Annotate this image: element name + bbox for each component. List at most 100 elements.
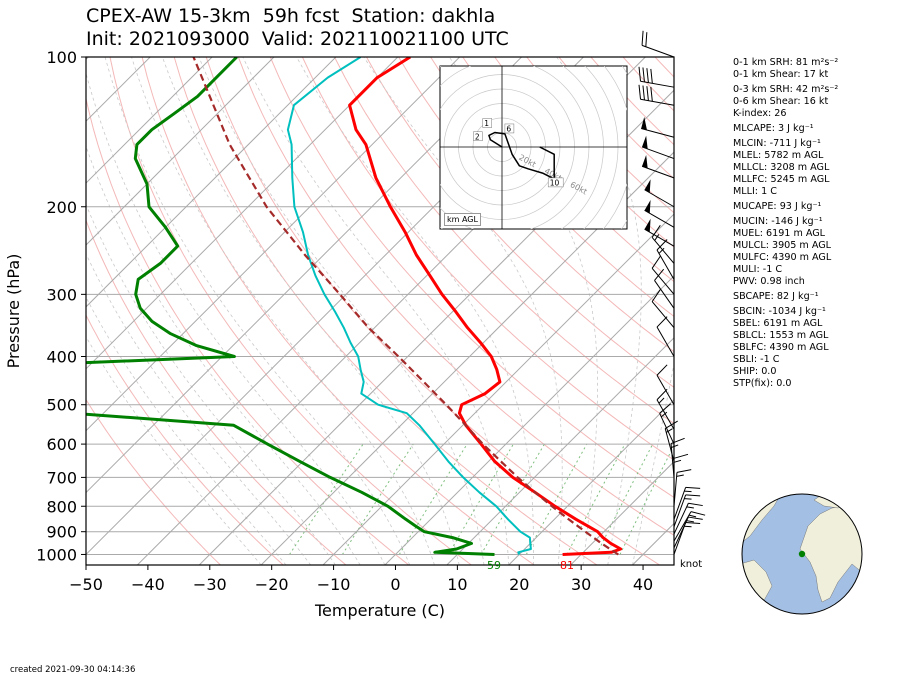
wind-barb [644,218,675,247]
isotherm [86,57,275,246]
moist-adiabat [86,252,312,565]
y-tick-label: 400 [46,348,77,367]
dry-adiabat [269,57,674,499]
wind-barb [654,268,675,309]
wind-barb [638,84,675,106]
globe-locator [741,493,863,615]
x-axis-label: Temperature (C) [314,601,445,620]
sounding-index: SBCAPE: 82 J kg⁻¹ [733,291,819,302]
dry-adiabat [462,57,674,283]
moist-adiabat [86,203,336,565]
surface-temperature-label: 81 [560,559,574,572]
wind-barb [638,66,675,88]
station-marker [798,550,806,558]
wind-barb [656,388,675,430]
wind-barb [641,154,675,179]
sounding-index: SBEL: 6191 m AGL [733,318,823,329]
isotherm [260,151,674,565]
hodograph-height-label: 2 [475,132,480,141]
parcel-profile [192,57,619,556]
wind-barb [644,179,675,208]
africa-land [799,501,862,603]
y-tick-label: 500 [46,396,77,415]
sounding-indices-panel: 0-1 km SRH: 81 m²s⁻² 0-1 km Shear: 17 kt 0… [733,57,838,390]
hodograph-height-label: 10 [550,178,560,187]
sounding-index: MLCIN: -711 J kg⁻¹ [733,138,821,149]
hodograph-trace [488,131,555,180]
isotherm [86,57,399,370]
dry-adiabat [237,57,674,536]
sounding-index: SBCIN: -1034 J kg⁻¹ [733,306,826,317]
sounding-index: MLEL: 5782 m AGL [733,150,824,161]
isotherm [86,57,213,184]
y-tick-label: 100 [46,48,77,67]
sounding-index: 0-1 km Shear: 17 kt [733,69,829,80]
sounding-index: MUEL: 6191 m AGL [733,228,826,239]
mixing-ratio-line [566,443,626,555]
x-tick-label: −40 [131,575,165,594]
wetbulb-profile [286,57,532,555]
chart-title: CPEX-AW 15-3km 59h fcst Station: dakhla [86,5,496,27]
surface-dewpoint-label: 59 [487,559,501,572]
wind-barb [673,469,692,507]
dry-adiabat [86,219,347,565]
y-tick-label: 700 [46,468,77,487]
sounding-index: 0-3 km SRH: 42 m²s⁻² [733,84,839,95]
wind-barb [673,516,703,549]
sounding-index: SBLCL: 1553 m AGL [733,330,829,341]
y-tick-label: 600 [46,435,77,454]
globe-outline [741,493,863,615]
sounding-index: SBLI: -1 C [733,354,780,365]
hodograph-height-label: 1 [484,119,489,128]
moist-adiabat [632,57,674,565]
isotherm [322,213,674,565]
hodograph-height-label: 6 [506,124,511,133]
isotherm [446,337,674,565]
moist-adiabat [104,57,411,565]
wind-barbs [638,30,706,555]
chart-subtitle: Init: 2021093000 Valid: 202110021100 UTC [86,28,509,50]
created-timestamp: created 2021-09-30 04:14:36 [10,665,136,675]
isotherm [384,275,674,565]
dry-adiabat [86,314,284,565]
moist-adiabat [242,57,510,565]
sounding-index: MLCAPE: 3 J kg⁻¹ [733,123,814,134]
y-tick-label: 900 [46,523,77,542]
dry-adiabat [398,57,674,353]
wind-barb [673,494,701,528]
sounding-index: 0-1 km SRH: 81 m²s⁻² [733,57,839,68]
wind-barb [651,225,675,264]
sounding-index: PWV: 0.98 inch [733,276,805,287]
wind-barb [656,364,675,405]
dry-adiabat [430,57,674,318]
sounding-profiles [86,57,623,556]
wind-barb [659,403,675,445]
sounding-index: MUCAPE: 93 J kg⁻¹ [733,201,822,212]
x-tick-label: 0 [390,575,400,594]
wind-barb [651,289,675,328]
isotherm [570,460,674,565]
sounding-index: MUCIN: -146 J kg⁻¹ [733,216,823,227]
isotherm [86,57,461,432]
wind-barb [673,511,706,542]
hodograph-height-legend: km AGL [444,213,481,226]
sounding-index: STP(fix): 0.0 [733,378,792,389]
y-tick-label: 800 [46,497,77,516]
moist-adiabat [162,57,460,565]
moist-adiabat [86,71,386,565]
sounding-index: MLLI: 1 C [733,186,777,197]
moist-adiabat [198,57,485,565]
dry-adiabat [334,57,674,425]
sounding-index: MULCL: 3905 m AGL [733,240,832,251]
isotherm [508,399,674,565]
x-tick-label: −30 [193,575,227,594]
wind-unit-label: knot [680,559,703,570]
wind-barb [641,116,675,138]
x-tick-label: −10 [317,575,351,594]
sounding-index: MLLCL: 3208 m AGL [733,162,830,173]
wind-barb [673,486,701,520]
wind-barb [656,316,675,357]
isotherm [86,57,337,308]
